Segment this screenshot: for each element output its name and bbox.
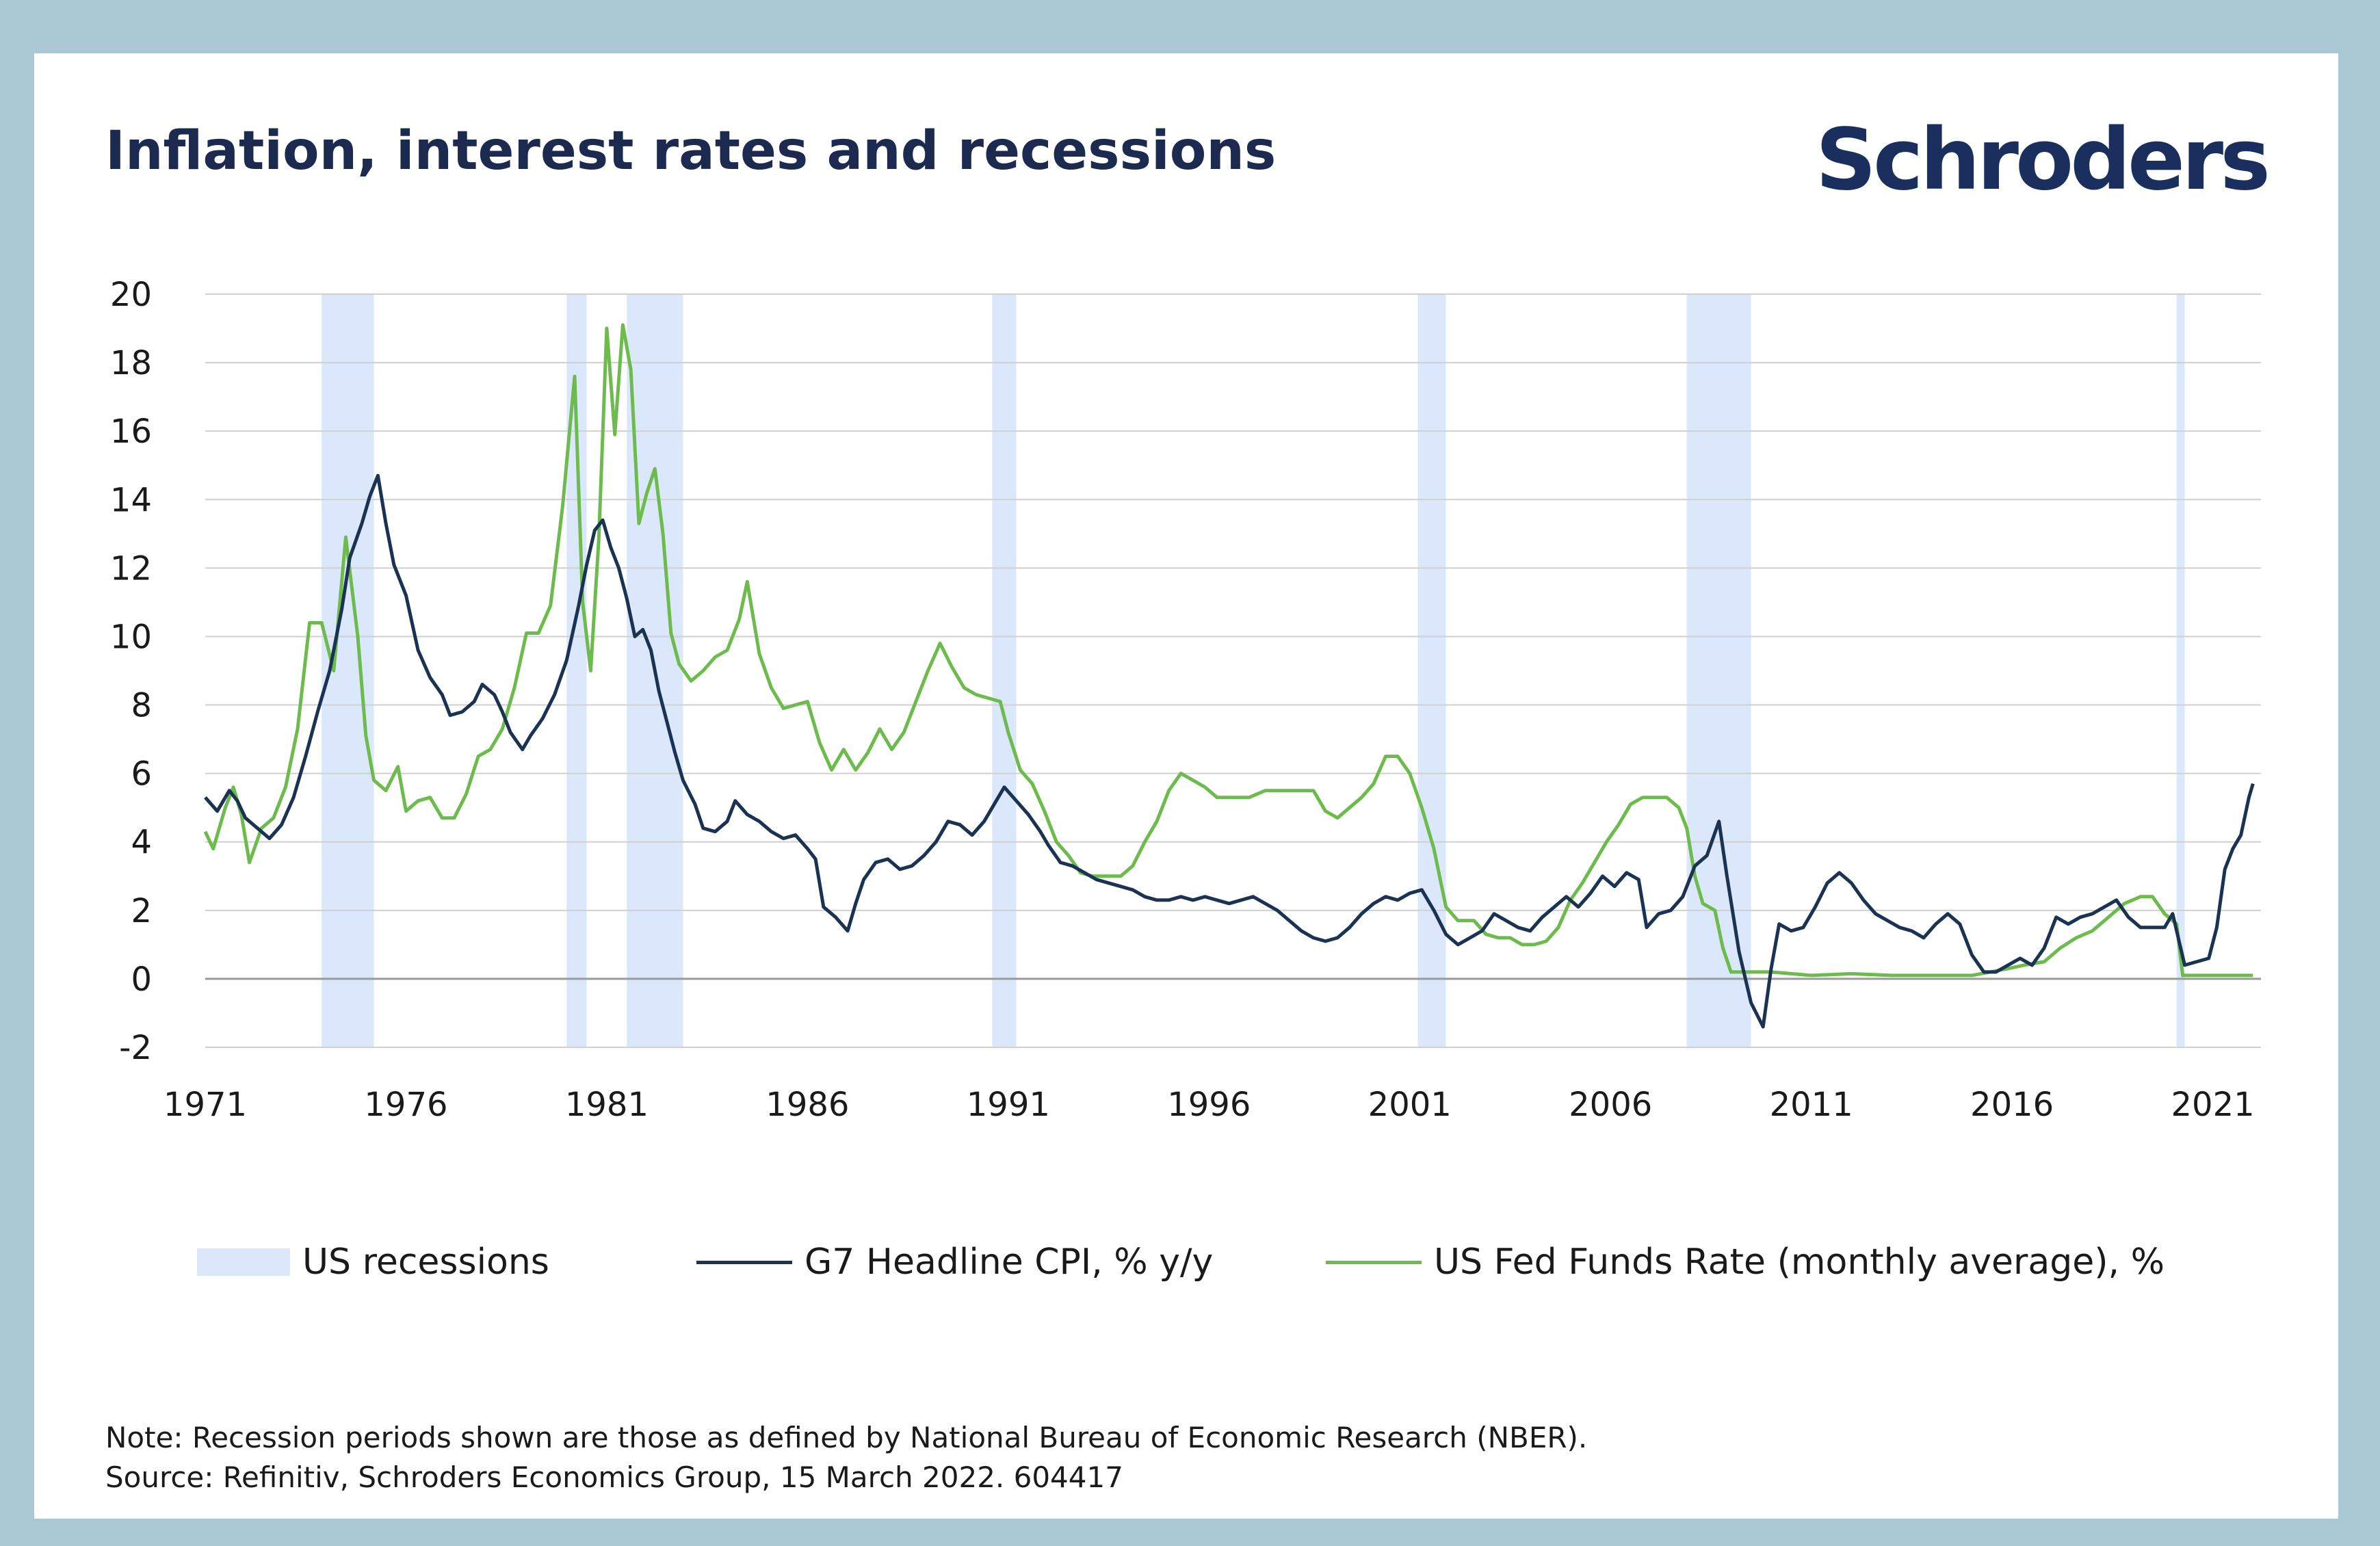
y-tick-label: 4 bbox=[131, 824, 152, 862]
x-tick-label: 2006 bbox=[1569, 1086, 1652, 1124]
series-line-cpi bbox=[204, 473, 2255, 1029]
x-axis-ticks: 1971 1976 1981 1986 1991 1996 2001 2006 2011 2016… bbox=[164, 1086, 2255, 1124]
recession-band bbox=[992, 294, 1017, 1047]
legend-swatch-cpi bbox=[696, 1260, 792, 1264]
note-line: Note: Recession periods shown are those … bbox=[105, 1421, 1588, 1454]
x-tick-label: 1976 bbox=[364, 1086, 447, 1124]
legend-item-fed: US Fed Funds Rate (monthly average), % bbox=[1326, 1240, 2165, 1284]
y-tick-label: 6 bbox=[131, 755, 152, 794]
x-tick-label: 2016 bbox=[1970, 1086, 2054, 1124]
legend-item-recessions: US recessions bbox=[197, 1240, 549, 1284]
recession-band bbox=[2176, 294, 2185, 1047]
x-tick-label: 1986 bbox=[766, 1086, 849, 1124]
legend-swatch-recessions bbox=[197, 1248, 290, 1276]
source-line: Source: Refinitiv, Schroders Economics G… bbox=[105, 1460, 1123, 1494]
y-tick-label: 20 bbox=[110, 276, 152, 314]
x-tick-label: 2011 bbox=[1770, 1086, 1853, 1124]
x-tick-label: 1971 bbox=[164, 1086, 247, 1124]
recession-band bbox=[1417, 294, 1446, 1047]
legend-label-cpi: G7 Headline CPI, % y/y bbox=[805, 1242, 1214, 1283]
x-tick-label: 2021 bbox=[2171, 1086, 2254, 1124]
y-tick-label: 12 bbox=[110, 549, 152, 588]
chart-title: Inflation, interest rates and recessions bbox=[105, 120, 1277, 182]
x-tick-label: 1996 bbox=[1167, 1086, 1251, 1124]
x-tick-label: 2001 bbox=[1368, 1086, 1452, 1124]
y-tick-label: 18 bbox=[110, 344, 152, 382]
chart-plot: -2 0 2 4 6 8 10 12 14 16 18 20 1971 1976 1981 1986 1991… bbox=[110, 276, 2261, 1124]
y-tick-label: 0 bbox=[131, 960, 152, 999]
y-axis-ticks: -2 0 2 4 6 8 10 12 14 16 18 20 bbox=[110, 276, 152, 1067]
gridlines bbox=[205, 293, 2261, 1048]
chart-card: Inflation, interest rates and recessions… bbox=[34, 53, 2338, 1519]
legend-label-fed: US Fed Funds Rate (monthly average), % bbox=[1434, 1242, 2165, 1283]
series-lines bbox=[203, 323, 2255, 1029]
y-tick-label: 8 bbox=[131, 687, 152, 725]
chart-notes: Note: Recession periods shown are those … bbox=[105, 1418, 1587, 1497]
legend-item-cpi: G7 Headline CPI, % y/y bbox=[696, 1240, 1213, 1284]
y-tick-label: 14 bbox=[110, 481, 152, 519]
y-tick-label: 16 bbox=[110, 412, 152, 451]
x-tick-label: 1991 bbox=[967, 1086, 1050, 1124]
series-line-fed bbox=[203, 323, 2253, 978]
x-tick-label: 1981 bbox=[565, 1086, 649, 1124]
y-tick-label: 10 bbox=[110, 618, 152, 656]
brand-logo: Schroders bbox=[1815, 111, 2271, 209]
recession-bands bbox=[322, 294, 2185, 1047]
y-tick-label: -2 bbox=[119, 1029, 152, 1067]
legend-label-recessions: US recessions bbox=[302, 1242, 549, 1283]
y-tick-label: 2 bbox=[131, 892, 152, 930]
legend-swatch-fed bbox=[1326, 1260, 1422, 1264]
